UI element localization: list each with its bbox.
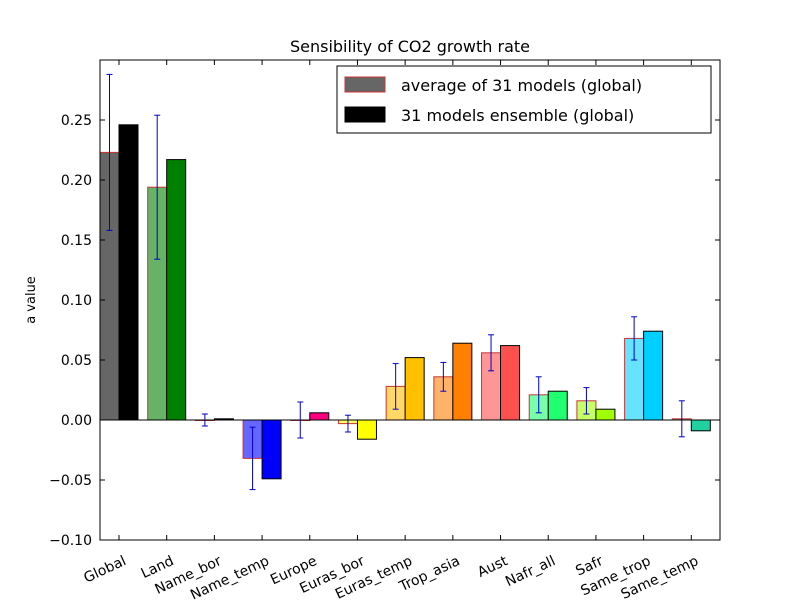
bar-ensemble-aust: [500, 345, 521, 421]
y-tick-label: 0.20: [61, 173, 92, 189]
error-bar-euras_temp: [392, 363, 399, 410]
y-tick-label: 0.15: [61, 233, 92, 249]
bar-ensemble-safr: [595, 408, 616, 421]
y-tick-label: −0.10: [49, 533, 92, 549]
y-tick-label: 0.05: [61, 353, 92, 369]
y-tick-label: −0.05: [49, 473, 92, 489]
bar-ensemble-name_temp: [261, 419, 282, 480]
legend: average of 31 models (global) 31 models …: [336, 65, 712, 134]
bar-ensemble-nafr_all: [547, 390, 568, 421]
bar-ensemble-land: [166, 159, 187, 421]
legend-swatch-ensemble: [344, 106, 386, 123]
y-axis-label: a value: [24, 276, 39, 324]
error-bar-euras_bor: [344, 414, 351, 433]
x-tick-label-nafr_all: Nafr_all: [503, 553, 558, 590]
legend-label-average: average of 31 models (global): [401, 76, 642, 95]
bar-ensemble-same_temp: [690, 419, 711, 432]
y-tick-label: 0.00: [61, 413, 92, 429]
error-bar-aust: [488, 334, 495, 372]
bars-layer: [99, 124, 711, 480]
error-bar-same_trop: [631, 316, 638, 361]
error-bar-safr: [583, 387, 590, 415]
error-bar-global: [106, 73, 113, 231]
y-axis: −0.10 −0.05 0.00 0.05 0.10 0.15 0.20 0.25: [49, 113, 720, 549]
error-bar-nafr_all: [535, 376, 542, 414]
bar-ensemble-same_trop: [643, 330, 664, 421]
x-tick-label-global: Global: [81, 553, 128, 586]
bar-ensemble-europe: [309, 412, 330, 421]
bar-ensemble-trop_asia: [452, 342, 473, 421]
legend-label-ensemble: 31 models ensemble (global): [401, 106, 634, 125]
legend-swatch-average: [344, 76, 386, 93]
legend-box: [336, 65, 712, 134]
bar-ensemble-euras_bor: [356, 419, 377, 440]
chart-title: Sensibility of CO2 growth rate: [290, 37, 530, 56]
error-bar-same_temp: [678, 400, 685, 438]
y-tick-label: 0.10: [61, 293, 92, 309]
bar-ensemble-euras_temp: [404, 357, 425, 421]
error-bar-land: [154, 114, 161, 260]
error-bars-layer: [106, 73, 685, 491]
error-bar-trop_asia: [440, 361, 447, 392]
bar-ensemble-global: [118, 124, 139, 421]
y-tick-label: 0.25: [61, 113, 92, 129]
error-bar-name_temp: [249, 426, 256, 491]
